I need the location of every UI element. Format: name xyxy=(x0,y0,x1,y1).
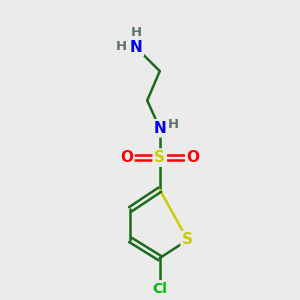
Text: O: O xyxy=(120,150,133,165)
Text: H: H xyxy=(130,26,142,39)
Text: H: H xyxy=(116,40,127,52)
Text: O: O xyxy=(187,150,200,165)
Text: N: N xyxy=(130,40,142,55)
Text: H: H xyxy=(168,118,179,130)
Text: S: S xyxy=(182,232,193,247)
Text: N: N xyxy=(153,121,166,136)
Text: S: S xyxy=(154,150,165,165)
Text: Cl: Cl xyxy=(152,282,167,296)
